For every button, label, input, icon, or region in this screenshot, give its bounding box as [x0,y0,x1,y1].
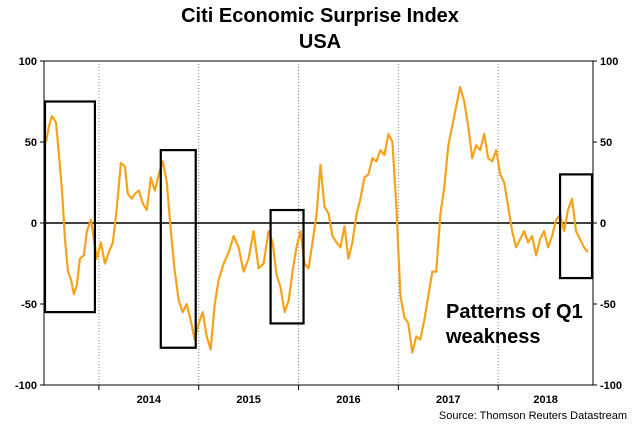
x-tick-label: 2016 [336,394,360,406]
highlight-box [43,100,97,314]
y-tick-label-left: -50 [21,299,37,311]
y-tick-label-left: 0 [31,218,37,230]
series-layer [44,85,589,354]
series-line [44,85,589,354]
chart-subtitle: USA [299,31,341,53]
y-tick-label-left: 100 [19,56,37,68]
y-tick-label-right: -100 [600,380,622,392]
x-axis-labels: 2014 2015 2016 2017 2018 [98,385,558,406]
x-tick-label: 2014 [137,394,162,406]
y-tick-label-right: 100 [600,56,618,68]
y-tick-label-left: 50 [25,137,37,149]
y-tick-label-right: 50 [600,137,612,149]
highlight-box [159,149,197,349]
y-tick-label-right: 0 [600,218,606,230]
chart-title: Citi Economic Surprise Index [181,5,459,27]
annotation-line-2: weakness [445,326,541,348]
source-note: Source: Thomson Reuters Datastream [439,410,627,422]
annotation-line-1: Patterns of Q1 [446,301,583,323]
x-tick-label: 2015 [236,394,260,406]
y-tick-label-right: -50 [600,299,616,311]
highlight-box [558,173,594,280]
y-axis-ticks: 100 100 50 50 0 0 -50 -50 -100 -100 [15,56,622,392]
x-tick-label: 2018 [533,394,557,406]
x-tick-label: 2017 [436,394,460,406]
y-tick-label-left: -100 [15,380,37,392]
highlight-boxes [43,100,594,349]
highlight-box [269,208,305,325]
